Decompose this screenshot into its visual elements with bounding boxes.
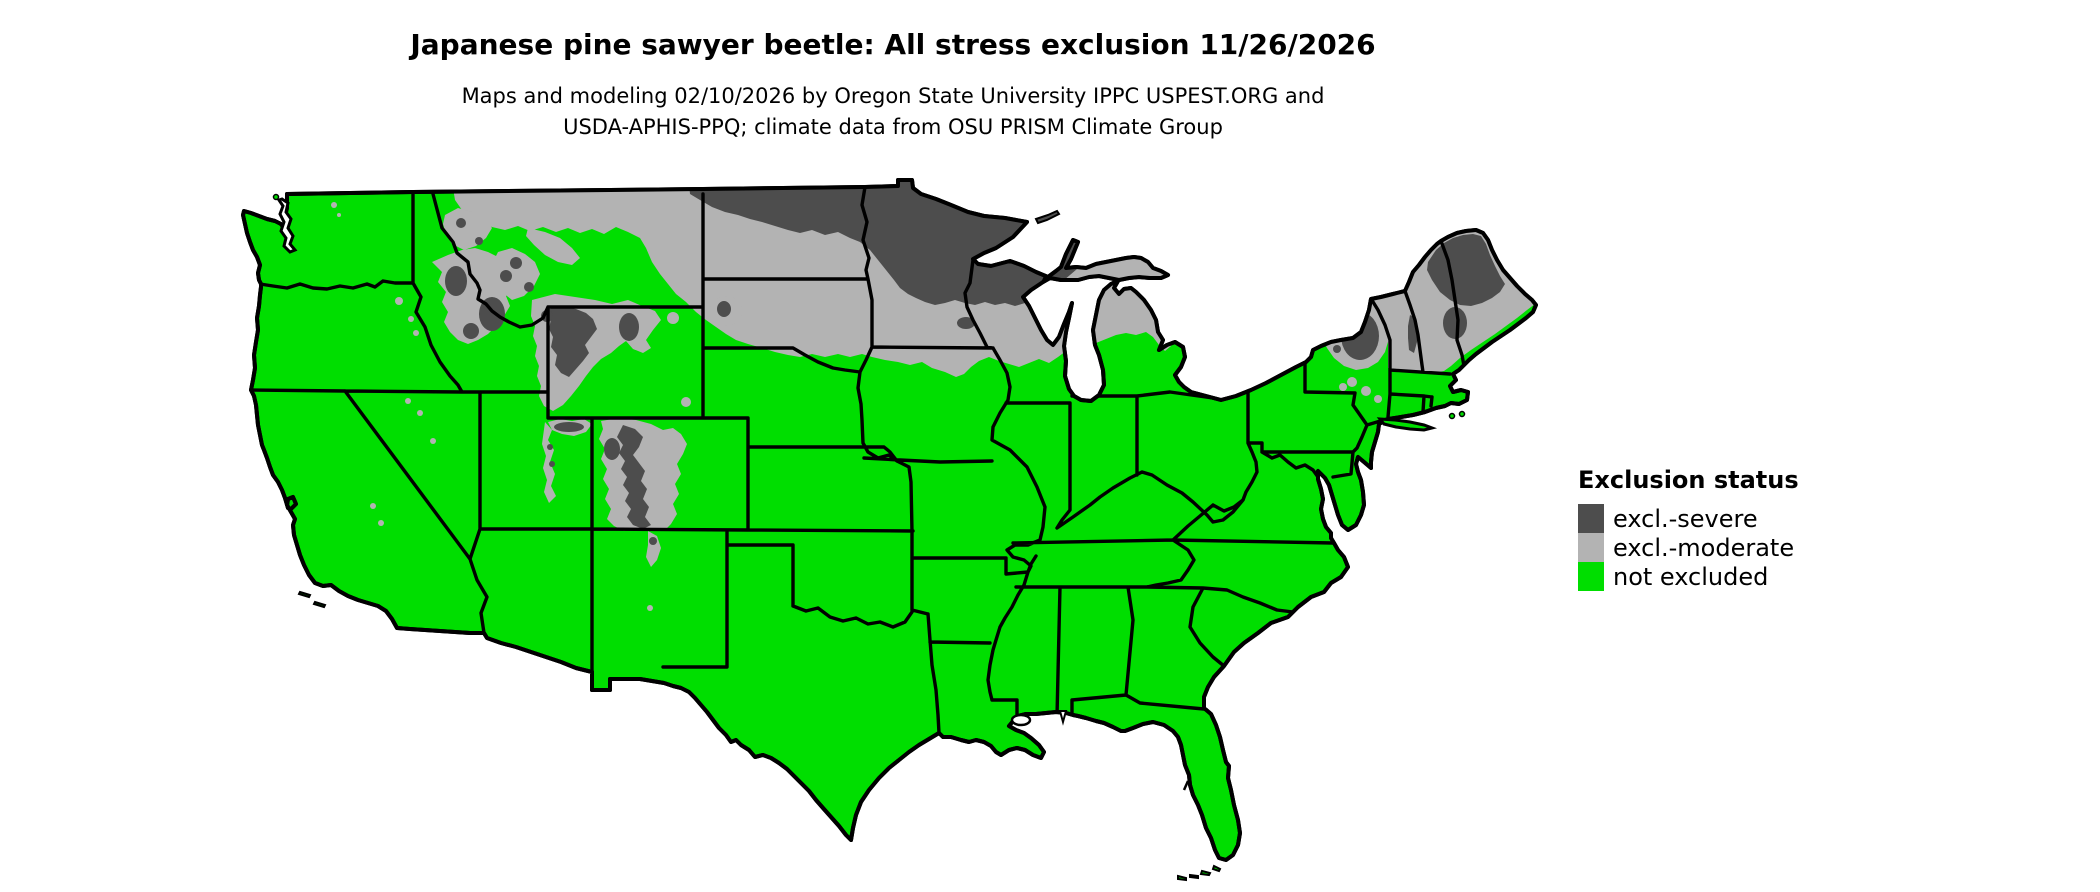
legend-item-severe: excl.-severe	[1578, 504, 1799, 533]
page-title: Japanese pine sawyer beetle: All stress …	[410, 28, 1376, 61]
legend-label: excl.-moderate	[1613, 533, 1795, 562]
san-juan-island	[272, 193, 280, 201]
lake-pontchartrain	[1010, 713, 1032, 727]
isle-royale	[1034, 209, 1061, 225]
legend-label: excl.-severe	[1613, 504, 1758, 533]
legend-item-not-excluded: not excluded	[1578, 562, 1799, 591]
marthas-vineyard	[1448, 412, 1456, 420]
moderate-swatch-icon	[1578, 533, 1604, 562]
us-coastline	[241, 178, 1538, 862]
legend-title: Exclusion status	[1578, 466, 1799, 494]
subtitle-line-1: Maps and modeling 02/10/2026 by Oregon S…	[461, 84, 1325, 108]
water-and-islands	[272, 193, 1466, 882]
legend-item-moderate: excl.-moderate	[1578, 533, 1799, 562]
puget-sound	[276, 197, 298, 254]
nantucket	[1458, 410, 1466, 418]
legend-label: not excluded	[1613, 562, 1769, 591]
florida-keys	[1177, 864, 1222, 882]
severe-swatch-icon	[1578, 504, 1604, 533]
state-borders	[249, 185, 1466, 735]
subtitle-line-2: USDA-APHIS-PPQ; climate data from OSU PR…	[563, 115, 1223, 139]
long-island	[1376, 417, 1438, 432]
mobile-bay	[1058, 710, 1068, 726]
legend: Exclusion status excl.-severe excl.-mode…	[1578, 466, 1799, 591]
tampa-bay	[1182, 780, 1190, 791]
channel-islands	[297, 590, 327, 609]
not-excluded-swatch-icon	[1578, 562, 1604, 591]
